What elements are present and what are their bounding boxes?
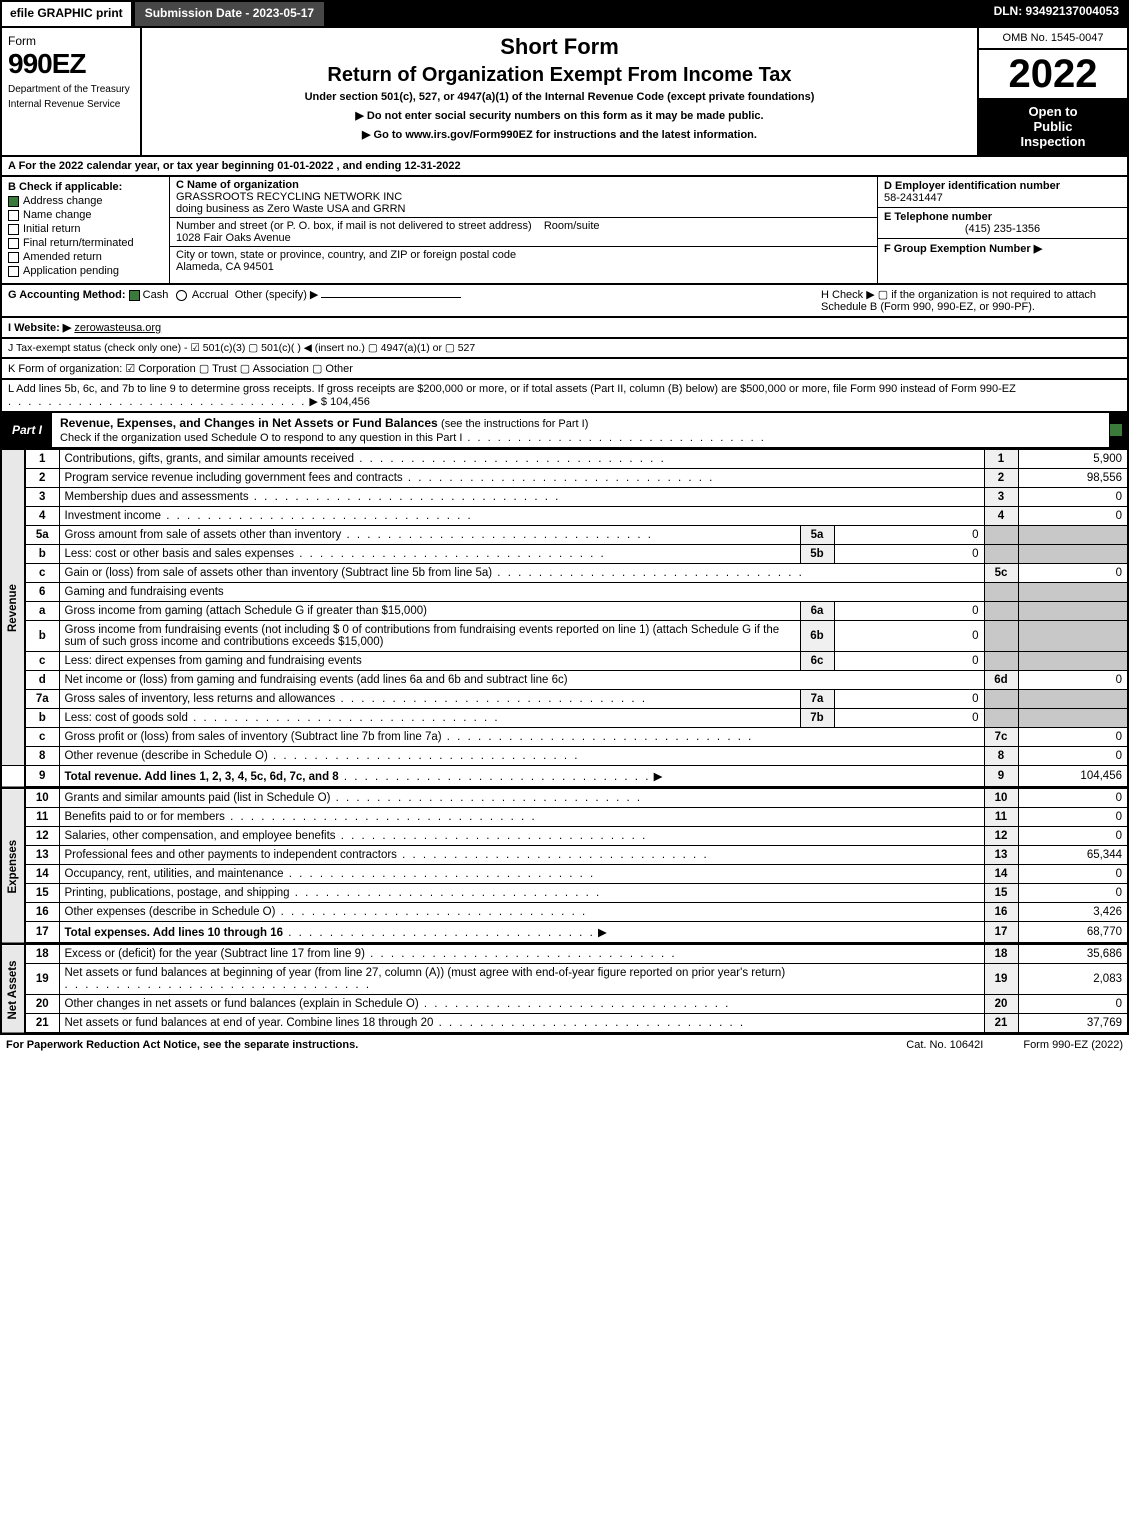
street-value: 1028 Fair Oaks Avenue bbox=[176, 232, 291, 244]
room-label: Room/suite bbox=[544, 220, 600, 232]
line-i: I Website: ▶ zerowasteusa.org bbox=[0, 318, 1129, 339]
submission-date: Submission Date - 2023-05-17 bbox=[133, 0, 326, 28]
section-def: D Employer identification number 58-2431… bbox=[877, 177, 1127, 283]
ein-value: 58-2431447 bbox=[884, 192, 943, 204]
org-name-block: C Name of organization GRASSROOTS RECYCL… bbox=[170, 177, 877, 218]
omb-number: OMB No. 1545-0047 bbox=[979, 28, 1127, 50]
expenses-side-label: Expenses bbox=[1, 789, 25, 944]
open-to-public: Open to Public Inspection bbox=[979, 98, 1127, 155]
header-right: OMB No. 1545-0047 2022 Open to Public In… bbox=[977, 28, 1127, 155]
section-c: C Name of organization GRASSROOTS RECYCL… bbox=[170, 177, 877, 283]
group-exemption-label: F Group Exemption Number ▶ bbox=[884, 243, 1042, 255]
ein-label: D Employer identification number bbox=[884, 180, 1060, 192]
section-d: D Employer identification number 58-2431… bbox=[878, 177, 1127, 208]
form-number: 990EZ bbox=[8, 48, 134, 80]
check-icon[interactable] bbox=[129, 290, 140, 301]
open-line-2: Public bbox=[983, 119, 1123, 134]
org-dba: doing business as Zero Waste USA and GRR… bbox=[176, 203, 405, 215]
page-footer: For Paperwork Reduction Act Notice, see … bbox=[0, 1034, 1129, 1055]
goto-link[interactable]: ▶ Go to www.irs.gov/Form990EZ for instru… bbox=[152, 128, 967, 141]
city-block: City or town, state or province, country… bbox=[170, 247, 877, 275]
check-icon bbox=[8, 196, 19, 207]
form-label: Form bbox=[8, 34, 134, 48]
line-ref: 1 bbox=[984, 450, 1018, 469]
line-j: J Tax-exempt status (check only one) - ☑… bbox=[0, 339, 1129, 359]
part-1-label: Part I bbox=[2, 420, 52, 440]
open-line-3: Inspection bbox=[983, 134, 1123, 149]
header-center: Short Form Return of Organization Exempt… bbox=[142, 28, 977, 155]
line-value: 5,900 bbox=[1018, 450, 1128, 469]
section-b-title: B Check if applicable: bbox=[8, 181, 163, 193]
return-title: Return of Organization Exempt From Incom… bbox=[152, 64, 967, 87]
line-g-h: G Accounting Method: Cash Accrual Other … bbox=[0, 285, 1129, 318]
checkbox-address-change[interactable]: Address change bbox=[8, 195, 163, 207]
city-label: City or town, state or province, country… bbox=[176, 249, 516, 261]
footer-cat-no: Cat. No. 10642I bbox=[906, 1039, 983, 1051]
checkbox-application-pending[interactable]: Application pending bbox=[8, 265, 163, 277]
footer-form-ref: Form 990-EZ (2022) bbox=[1023, 1039, 1123, 1051]
top-bar: efile GRAPHIC print Submission Date - 20… bbox=[0, 0, 1129, 28]
section-e: E Telephone number (415) 235-1356 bbox=[878, 208, 1127, 239]
line-g: G Accounting Method: Cash Accrual Other … bbox=[8, 288, 461, 313]
org-name: GRASSROOTS RECYCLING NETWORK INC bbox=[176, 191, 402, 203]
line-num: 1 bbox=[25, 450, 59, 469]
gross-receipts-amount: $ 104,456 bbox=[321, 396, 370, 408]
checkbox-amended-return[interactable]: Amended return bbox=[8, 251, 163, 263]
line-k: K Form of organization: ☑ Corporation ▢ … bbox=[0, 359, 1129, 380]
city-value: Alameda, CA 94501 bbox=[176, 261, 274, 273]
footer-left: For Paperwork Reduction Act Notice, see … bbox=[6, 1039, 358, 1051]
open-line-1: Open to bbox=[983, 104, 1123, 119]
website-link[interactable]: zerowasteusa.org bbox=[74, 322, 161, 334]
tax-year: 2022 bbox=[979, 50, 1127, 98]
check-icon bbox=[8, 224, 19, 235]
expenses-table: Expenses 10 Grants and similar amounts p… bbox=[0, 788, 1129, 944]
irs-label: Internal Revenue Service bbox=[8, 99, 134, 110]
revenue-table: Revenue 1 Contributions, gifts, grants, … bbox=[0, 449, 1129, 788]
net-assets-table: Net Assets 18 Excess or (deficit) for th… bbox=[0, 944, 1129, 1034]
section-b: B Check if applicable: Address change Na… bbox=[2, 177, 170, 283]
section-c-label: C Name of organization bbox=[176, 179, 299, 191]
part-1-header: Part I Revenue, Expenses, and Changes in… bbox=[0, 413, 1129, 449]
subtitle: Under section 501(c), 527, or 4947(a)(1)… bbox=[152, 91, 967, 103]
check-icon bbox=[8, 210, 19, 221]
line-desc: Contributions, gifts, grants, and simila… bbox=[59, 450, 984, 469]
section-f: F Group Exemption Number ▶ bbox=[878, 239, 1127, 258]
street-block: Number and street (or P. O. box, if mail… bbox=[170, 218, 877, 247]
dln-number: DLN: 93492137004053 bbox=[984, 0, 1129, 28]
part-1-title: Revenue, Expenses, and Changes in Net As… bbox=[52, 413, 1109, 447]
revenue-side-label: Revenue bbox=[1, 450, 25, 766]
header-left: Form 990EZ Department of the Treasury In… bbox=[2, 28, 142, 155]
line-h: H Check ▶ ▢ if the organization is not r… bbox=[821, 288, 1121, 313]
checkbox-name-change[interactable]: Name change bbox=[8, 209, 163, 221]
department-label: Department of the Treasury bbox=[8, 84, 134, 95]
net-assets-side-label: Net Assets bbox=[1, 945, 25, 1034]
check-icon bbox=[8, 238, 19, 249]
check-icon bbox=[8, 252, 19, 263]
phone-label: E Telephone number bbox=[884, 211, 992, 223]
check-icon bbox=[8, 266, 19, 277]
section-bcdef: B Check if applicable: Address change Na… bbox=[0, 177, 1129, 285]
form-header: Form 990EZ Department of the Treasury In… bbox=[0, 28, 1129, 157]
radio-icon[interactable] bbox=[176, 290, 187, 301]
line-l: L Add lines 5b, 6c, and 7b to line 9 to … bbox=[0, 380, 1129, 413]
phone-value: (415) 235-1356 bbox=[884, 223, 1121, 235]
other-specify-input[interactable] bbox=[321, 297, 461, 298]
short-form-title: Short Form bbox=[152, 34, 967, 60]
efile-print-button[interactable]: efile GRAPHIC print bbox=[0, 0, 133, 28]
schedule-o-checkbox[interactable] bbox=[1109, 423, 1123, 437]
street-label: Number and street (or P. O. box, if mail… bbox=[176, 220, 532, 232]
checkbox-initial-return[interactable]: Initial return bbox=[8, 223, 163, 235]
ssn-warning: ▶ Do not enter social security numbers o… bbox=[152, 109, 967, 122]
line-a-tax-year: A For the 2022 calendar year, or tax yea… bbox=[0, 157, 1129, 177]
checkbox-final-return[interactable]: Final return/terminated bbox=[8, 237, 163, 249]
